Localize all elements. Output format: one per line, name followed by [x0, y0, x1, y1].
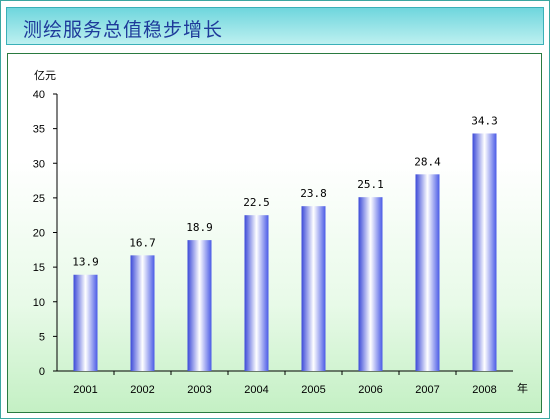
data-label-2001: 13.9 [72, 256, 99, 269]
data-label-2004: 22.5 [243, 196, 270, 209]
data-label-2008: 34.3 [471, 114, 498, 127]
data-label-2003: 18.9 [186, 221, 213, 234]
bar-2005 [301, 206, 326, 371]
y-axis-unit: 亿元 [34, 69, 56, 82]
y-tick-label: 40 [33, 89, 45, 101]
bar-2002 [130, 255, 155, 371]
x-tick-label-2003: 2003 [187, 384, 211, 396]
y-tick-label: 25 [33, 193, 45, 205]
y-tick-label: 15 [33, 262, 45, 274]
x-axis-unit: 年 [517, 381, 528, 395]
bar-2006 [358, 197, 383, 371]
x-tick-label-2004: 2004 [244, 384, 268, 396]
y-tick-label: 0 [39, 366, 45, 378]
chart-title: 测绘服务总值稳步增长 [23, 19, 224, 41]
data-label-2002: 16.7 [129, 236, 156, 249]
data-label-2005: 23.8 [300, 187, 327, 200]
y-tick-label: 10 [33, 297, 45, 309]
data-label-2006: 25.1 [357, 178, 384, 191]
bar-2008 [472, 133, 497, 371]
bar-2007 [415, 174, 440, 371]
bar-2004 [244, 215, 269, 371]
x-tick-label-2002: 2002 [130, 384, 154, 396]
y-tick-label: 20 [33, 228, 45, 240]
x-tick-label-2001: 2001 [73, 384, 97, 396]
x-tick-label-2007: 2007 [415, 384, 439, 396]
data-label-2007: 28.4 [414, 155, 441, 168]
bar-2003 [187, 240, 212, 371]
x-tick-label-2005: 2005 [301, 384, 325, 396]
y-tick-label: 30 [33, 158, 45, 170]
bar-2001 [73, 274, 98, 371]
x-tick-label-2008: 2008 [472, 384, 496, 396]
y-tick-label: 35 [33, 124, 45, 136]
title-bar: 测绘服务总值稳步增长 [6, 7, 544, 45]
x-tick-label-2006: 2006 [358, 384, 382, 396]
y-tick-label: 5 [39, 331, 45, 343]
